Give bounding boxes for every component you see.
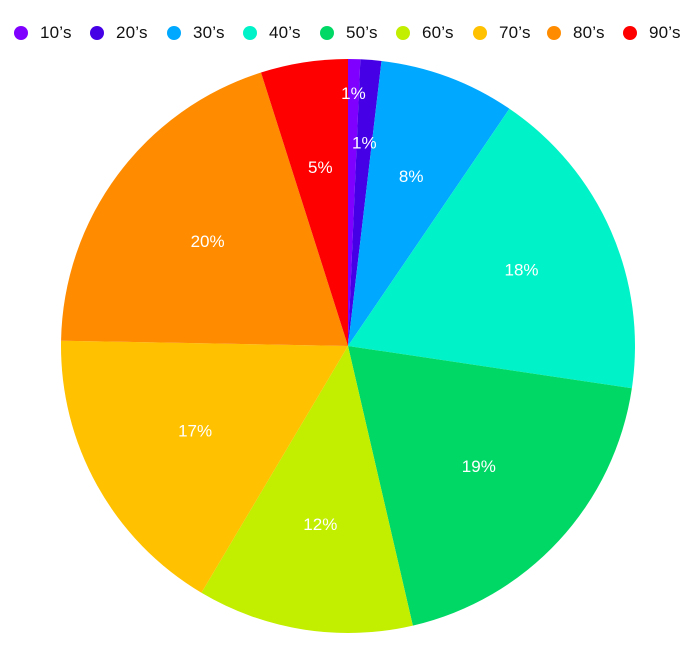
legend-label: 70’s <box>499 23 531 42</box>
pie-slice-6[interactable] <box>201 346 413 634</box>
legend-label: 60’s <box>422 23 454 42</box>
legend-label: 30’s <box>193 23 225 42</box>
slice-label-5: 19% <box>462 457 496 476</box>
legend-label: 80’s <box>573 23 605 42</box>
pie-slice-9[interactable] <box>261 59 348 346</box>
slice-label-3: 8% <box>399 167 424 186</box>
legend-item-70s[interactable]: 70’s <box>473 22 531 44</box>
pie-slice-2[interactable] <box>348 59 382 347</box>
pie-slice-labels: 1% 1% 8% 18% 19% 12% 17% 20% 5% <box>178 84 538 534</box>
pie-slice-1[interactable] <box>348 59 361 346</box>
legend-swatch <box>473 26 487 40</box>
legend-swatch <box>90 26 104 40</box>
slice-label-8: 20% <box>191 232 225 251</box>
legend-item-60s[interactable]: 60’s <box>396 22 454 44</box>
legend-label: 10’s <box>40 23 72 42</box>
slice-label-4: 18% <box>504 261 538 280</box>
legend-swatch <box>547 26 561 40</box>
slice-label-1: 1% <box>341 84 366 103</box>
pie-slice-5[interactable] <box>348 346 632 626</box>
legend-label: 40’s <box>269 23 301 42</box>
legend-swatch <box>623 26 637 40</box>
legend-item-20s[interactable]: 20’s <box>90 22 148 44</box>
legend-swatch <box>14 26 28 40</box>
slice-label-7: 17% <box>178 422 212 441</box>
legend-label: 90’s <box>649 23 681 42</box>
legend-label: 50’s <box>346 23 378 42</box>
legend-item-80s[interactable]: 80’s <box>547 22 605 44</box>
legend-swatch <box>396 26 410 40</box>
pie-slice-8[interactable] <box>61 72 349 346</box>
slice-label-9: 5% <box>308 158 333 177</box>
slice-label-6: 12% <box>303 515 337 534</box>
legend-item-10s[interactable]: 10’s <box>14 22 72 44</box>
legend-swatch <box>320 26 334 40</box>
legend-item-30s[interactable]: 30’s <box>167 22 225 44</box>
legend-item-50s[interactable]: 50’s <box>320 22 378 44</box>
pie-slices <box>61 59 636 634</box>
chart-legend: 10’s 20’s 30’s 40’s 50’s 60’s 70’s 80’s … <box>0 0 700 64</box>
pie-slice-7[interactable] <box>61 340 348 593</box>
pie-slice-3[interactable] <box>348 60 510 347</box>
slice-label-2: 1% <box>352 133 377 152</box>
legend-item-90s[interactable]: 90’s <box>623 22 681 44</box>
legend-label: 20’s <box>116 23 148 42</box>
legend-swatch <box>167 26 181 40</box>
legend-item-40s[interactable]: 40’s <box>243 22 301 44</box>
legend-swatch <box>243 26 257 40</box>
pie-slice-4[interactable] <box>348 108 636 389</box>
